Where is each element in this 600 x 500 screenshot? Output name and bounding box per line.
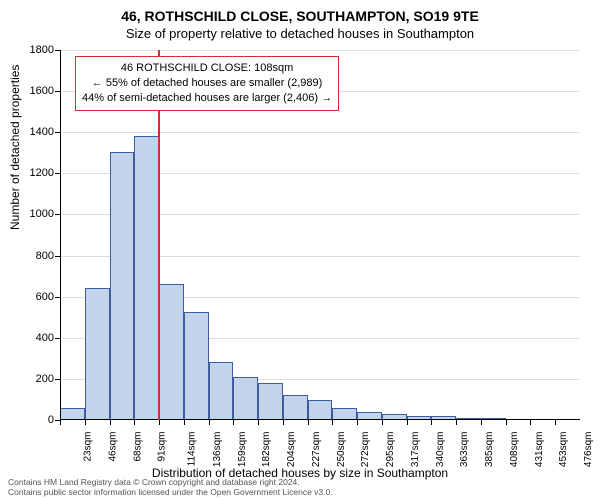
x-tick-label: 204sqm [286, 432, 297, 468]
x-tick-label: 23sqm [83, 432, 94, 462]
x-tick-label: 295sqm [385, 432, 396, 468]
x-tick-label: 46sqm [107, 432, 118, 462]
x-tick-label: 317sqm [410, 432, 421, 468]
y-tick-label: 200 [14, 373, 54, 385]
page-subtitle: Size of property relative to detached ho… [0, 26, 600, 41]
histogram-bar [184, 312, 209, 420]
histogram-bar [134, 136, 159, 420]
y-tick-label: 800 [14, 250, 54, 262]
x-tick-label: 385sqm [484, 432, 495, 468]
histogram-bar [85, 288, 110, 420]
annotation-line: 46 ROTHSCHILD CLOSE: 108sqm [82, 61, 332, 76]
x-tick-label: 453sqm [559, 432, 570, 468]
x-tick-label: 114sqm [186, 432, 197, 467]
y-tick-label: 1400 [14, 126, 54, 138]
y-tick-label: 0 [14, 414, 54, 426]
y-tick-label: 1200 [14, 167, 54, 179]
histogram-bar [159, 284, 184, 420]
annotation-box: 46 ROTHSCHILD CLOSE: 108sqm← 55% of deta… [75, 56, 339, 111]
annotation-line: 44% of semi-detached houses are larger (… [82, 91, 332, 106]
x-tick-label: 340sqm [435, 432, 446, 468]
y-tick-label: 1800 [14, 44, 54, 56]
y-tick-label: 1000 [14, 208, 54, 220]
histogram-bar [110, 152, 135, 420]
x-tick-label: 272sqm [360, 432, 371, 468]
page-title: 46, ROTHSCHILD CLOSE, SOUTHAMPTON, SO19 … [0, 8, 600, 24]
x-tick-label: 227sqm [311, 432, 322, 468]
x-tick-label: 68sqm [132, 432, 143, 462]
x-tick-label: 159sqm [237, 432, 248, 468]
histogram-bar [233, 377, 258, 420]
x-tick-label: 91sqm [157, 432, 168, 462]
footer-line: Contains HM Land Registry data © Crown c… [8, 477, 333, 488]
histogram-bar [283, 395, 308, 420]
x-tick-label: 250sqm [336, 432, 347, 468]
histogram-bar [209, 362, 234, 420]
footer-line: Contains public sector information licen… [8, 487, 333, 498]
x-tick-label: 408sqm [509, 432, 520, 468]
x-tick-label: 182sqm [261, 432, 272, 468]
x-tick-label: 431sqm [534, 432, 545, 468]
histogram-bar [258, 383, 283, 420]
y-tick-label: 600 [14, 291, 54, 303]
x-tick-label: 476sqm [583, 432, 594, 468]
y-tick-label: 400 [14, 332, 54, 344]
annotation-line: ← 55% of detached houses are smaller (2,… [82, 76, 332, 91]
histogram-bar [308, 400, 333, 420]
footer-attribution: Contains HM Land Registry data © Crown c… [8, 477, 333, 498]
y-tick-label: 1600 [14, 85, 54, 97]
x-tick-label: 136sqm [212, 432, 223, 468]
x-tick-label: 363sqm [460, 432, 471, 468]
